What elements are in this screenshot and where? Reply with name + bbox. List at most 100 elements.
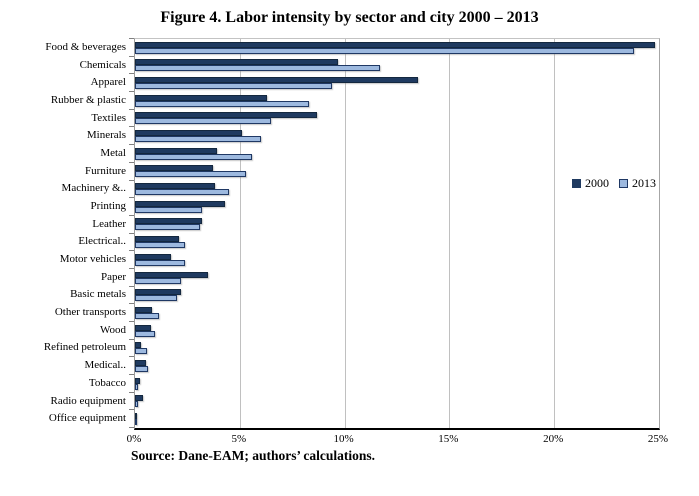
x-axis-tick-label: 20%	[543, 433, 564, 445]
y-axis-tick	[129, 73, 134, 75]
category-label: Chemicals	[79, 58, 126, 71]
bar-2013-refined-petroleum	[135, 348, 147, 355]
gridline	[554, 39, 556, 428]
y-axis-tick	[129, 338, 134, 340]
bar-2013-textiles	[135, 118, 272, 125]
category-label: Printing	[90, 200, 126, 212]
x-axis-tick-label: 5%	[231, 433, 247, 445]
y-axis-tick	[129, 250, 134, 252]
legend-swatch-icon	[619, 179, 628, 188]
x-axis-tick-label: 25%	[647, 433, 669, 445]
y-axis-tick	[129, 91, 134, 92]
category-label: Leather	[92, 217, 126, 230]
bar-2000-motor-vehicles	[135, 253, 171, 260]
y-axis-tick	[129, 267, 134, 269]
category-label: Apparel	[90, 76, 126, 89]
bar-2000-machinery-	[135, 183, 215, 190]
source-note: Source: Dane-EAM; authors’ calculations.	[131, 448, 375, 463]
bar-2013-apparel	[135, 83, 332, 89]
bar-2000-metal	[135, 147, 217, 154]
bar-2013-motor-vehicles	[135, 259, 186, 266]
bar-2000-office-equipment	[135, 412, 137, 419]
category-label: Basic metals	[70, 288, 126, 301]
bar-2000-apparel	[135, 77, 418, 83]
category-label: Radio equipment	[50, 394, 126, 407]
legend-entry-2013: 2013	[619, 176, 656, 191]
gridline	[344, 39, 346, 428]
category-label: Textiles	[91, 111, 126, 124]
category-label: Minerals	[86, 129, 126, 142]
bar-2013-printing	[135, 206, 203, 213]
bar-2000-printing	[135, 200, 226, 207]
bar-2013-wood	[135, 330, 155, 337]
y-axis-tick	[129, 232, 134, 234]
gridline	[239, 39, 241, 428]
bar-2000-other-transports	[135, 306, 152, 313]
x-axis-tick-label: 0%	[126, 433, 142, 445]
bar-2013-basic-metals	[135, 295, 177, 302]
bar-2000-furniture	[135, 165, 213, 172]
category-label: Electrical..	[78, 235, 126, 248]
category-label: Machinery &..	[61, 182, 126, 195]
category-label: Medical..	[84, 359, 126, 372]
bar-2013-chemicals	[135, 65, 381, 72]
bar-2013-radio-equipment	[135, 401, 139, 408]
legend-label: 2013	[632, 176, 656, 190]
bar-2000-refined-petroleum	[135, 342, 142, 349]
bar-2000-basic-metals	[135, 289, 182, 296]
bar-2013-leather	[135, 224, 200, 231]
bar-2013-rubber-plastic	[135, 100, 309, 107]
category-label: Furniture	[85, 164, 126, 177]
category-label: Paper	[100, 270, 126, 283]
category-label: Office equipment	[48, 412, 126, 425]
bar-2000-textiles	[135, 112, 318, 119]
y-axis-tick	[129, 391, 134, 393]
bar-2013-other-transports	[135, 312, 160, 319]
bar-2013-medical-	[135, 365, 148, 372]
y-axis-tick	[129, 126, 134, 128]
bar-2000-chemicals	[135, 59, 339, 66]
x-axis-tick-label: 10%	[333, 433, 354, 445]
legend-label: 2000	[585, 176, 609, 190]
y-axis-tick	[129, 356, 134, 358]
bar-2013-metal	[135, 153, 253, 160]
bar-2000-rubber-plastic	[135, 94, 267, 101]
y-axis-tick	[129, 179, 134, 181]
category-label: Tobacco	[88, 376, 126, 389]
bar-2000-tobacco	[135, 377, 141, 384]
y-axis-tick	[129, 144, 134, 146]
category-label: Refined petroleum	[43, 341, 126, 354]
y-axis-tick	[129, 55, 134, 57]
category-label: Motor vehicles	[59, 253, 126, 265]
bar-2000-electrical-	[135, 236, 179, 243]
legend-swatch-icon	[572, 179, 581, 188]
category-label: Other transports	[54, 306, 126, 319]
bar-2000-leather	[135, 218, 203, 225]
bar-2013-furniture	[135, 171, 247, 178]
bar-2013-minerals	[135, 136, 261, 142]
bar-2000-paper	[135, 271, 209, 278]
bar-2013-electrical-	[135, 242, 186, 249]
y-axis-tick	[129, 320, 134, 322]
bar-2000-radio-equipment	[135, 395, 144, 402]
bar-2000-food-beverages	[135, 41, 655, 48]
category-label: Wood	[99, 323, 126, 336]
bar-2013-office-equipment	[135, 418, 137, 425]
bar-2013-tobacco	[135, 383, 139, 390]
y-axis-tick	[129, 38, 134, 39]
plot-area	[134, 38, 660, 430]
bar-2000-medical-	[135, 359, 146, 366]
legend: 2000 2013	[572, 176, 656, 191]
bar-2013-food-beverages	[135, 47, 634, 54]
y-axis-tick	[129, 285, 134, 287]
y-axis-tick	[129, 427, 134, 428]
bar-2013-machinery-	[135, 189, 230, 196]
y-axis-tick	[129, 374, 134, 375]
y-axis-tick	[129, 108, 134, 110]
y-axis-tick	[129, 214, 134, 216]
x-axis-tick-label: 15%	[438, 433, 459, 445]
gridline	[449, 39, 451, 428]
bar-2000-minerals	[135, 130, 242, 136]
y-axis-tick	[129, 303, 134, 305]
